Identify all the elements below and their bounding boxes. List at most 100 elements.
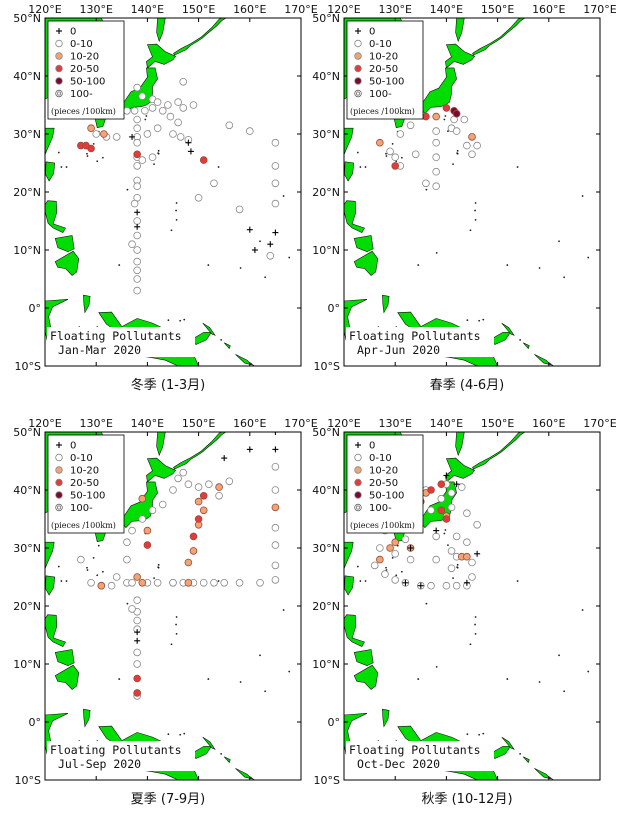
obs-point: [133, 573, 141, 581]
obs-point: [184, 578, 193, 587]
land-sakhalin: [156, 18, 166, 43]
obs-point: [266, 252, 275, 260]
island-dot: [92, 556, 95, 559]
island-dot: [175, 209, 177, 212]
obs-point: [138, 92, 147, 101]
obs-point: [447, 547, 456, 555]
lon-tick-label: 150°E: [481, 417, 514, 430]
obs-point: [112, 133, 121, 141]
obs-point: [194, 194, 203, 202]
obs-point: [128, 240, 136, 249]
obs-point: [376, 555, 384, 564]
land-visayas1: [353, 235, 374, 253]
island-dot: [587, 670, 590, 673]
obs-point: [271, 138, 280, 147]
island-dot: [391, 556, 394, 559]
island-dot: [264, 276, 267, 279]
obs-point: [468, 150, 476, 159]
obs-point: [199, 156, 208, 164]
obs-point: [199, 506, 208, 515]
lon-tick-label: 170°E: [284, 417, 317, 430]
obs-point: [271, 462, 280, 471]
lat-tick-label: 40°N: [312, 70, 340, 83]
land-newbritain: [489, 332, 511, 345]
obs-point: [184, 558, 193, 567]
island-dot: [183, 318, 186, 321]
island-dot: [259, 240, 261, 243]
land-visayas1: [54, 235, 75, 253]
land-taiwan: [344, 575, 355, 596]
land-borneo: [308, 681, 339, 745]
legend-label: 20-50: [369, 64, 398, 75]
panel-title-line2: Jan-Mar 2020: [58, 343, 141, 357]
obs-point: [271, 486, 280, 494]
legend-double-circle-icon: [356, 505, 360, 510]
obs-point: [133, 648, 141, 657]
obs-point: [422, 112, 430, 121]
panel-title-line1: Floating Pollutants: [50, 329, 182, 343]
obs-point: [271, 541, 280, 549]
lat-tick-label: 10°S: [15, 774, 41, 787]
obs-point: [133, 689, 141, 697]
island-dot: [385, 566, 387, 569]
panel-caption: 秋季 (10-12月): [421, 792, 512, 807]
obs-point: [215, 483, 223, 491]
legend-label: 50-100: [70, 77, 105, 88]
obs-point: [138, 515, 147, 523]
legend-label: 20-50: [70, 64, 99, 75]
island-dot: [157, 152, 160, 155]
obs-point: [176, 133, 185, 141]
obs-point: [225, 477, 234, 486]
obs-zero-marker: [134, 629, 141, 636]
island-dot: [170, 643, 173, 646]
island-dot: [456, 149, 459, 152]
island-dot: [395, 574, 398, 577]
lat-tick-label: 0°: [29, 302, 42, 315]
legend-swatch: [354, 64, 362, 73]
island-dot: [474, 632, 477, 635]
island-dot: [264, 690, 267, 693]
land-sakhalin: [455, 18, 465, 43]
obs-point: [406, 121, 415, 130]
lon-tick-label: 120°E: [28, 417, 61, 430]
lon-tick-label: 140°E: [430, 417, 463, 430]
obs-point: [468, 558, 476, 567]
legend-swatch: [354, 491, 362, 499]
obs-zero-marker: [474, 550, 481, 557]
obs-point: [189, 547, 198, 555]
island-dot: [175, 202, 178, 204]
land-chinaS: [45, 541, 55, 577]
land-chinaS: [45, 127, 55, 163]
lon-tick-label: 170°E: [284, 3, 317, 16]
lat-tick-label: 0°: [328, 302, 341, 315]
legend-label: 50-100: [369, 77, 404, 88]
lon-tick-label: 120°E: [28, 3, 61, 16]
obs-point: [133, 246, 141, 254]
obs-point: [133, 616, 141, 625]
legend-unit: (pieces /100km): [51, 521, 116, 530]
obs-point: [447, 503, 456, 512]
lat-tick-label: 0°: [328, 716, 341, 729]
island-dot: [282, 195, 285, 197]
obs-point: [271, 576, 280, 584]
obs-point: [164, 101, 172, 109]
lon-tick-label: 120°E: [327, 3, 360, 16]
island-dot: [175, 616, 178, 618]
island-dot: [307, 266, 309, 268]
obs-point: [133, 124, 141, 132]
island-dot: [356, 151, 359, 154]
lon-tick-label: 170°E: [583, 417, 616, 430]
obs-point: [442, 581, 451, 590]
island-dot: [259, 654, 261, 657]
land-visayas1: [54, 649, 75, 667]
lat-tick-label: 10°N: [312, 658, 340, 671]
land-newireland: [202, 736, 216, 750]
obs-point: [133, 231, 141, 240]
land-newbritain: [190, 746, 212, 759]
lon-tick-label: 160°E: [532, 417, 565, 430]
lat-tick-label: 50°N: [312, 12, 340, 25]
island-dot: [466, 733, 469, 736]
lon-tick-label: 140°E: [131, 3, 164, 16]
